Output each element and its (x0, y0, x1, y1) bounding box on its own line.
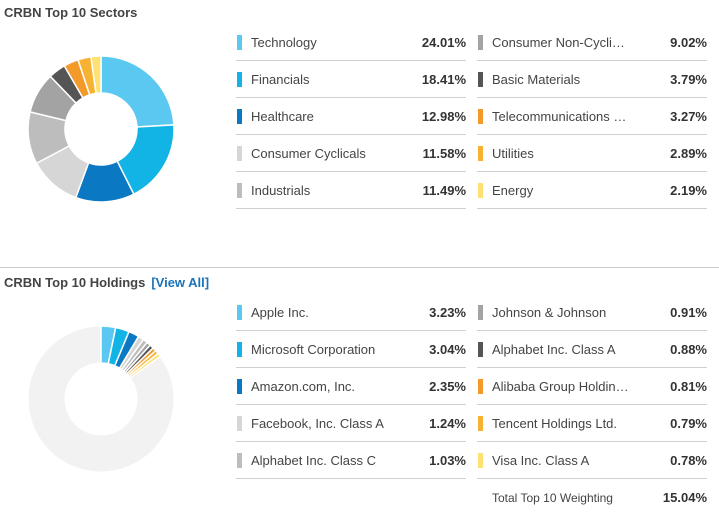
legend-swatch-icon (478, 71, 483, 87)
sectors-list-left: Technology 24.01% Financials 18.41% Healthca… (236, 24, 466, 209)
legend-swatch-icon (237, 452, 242, 468)
legend-swatch-icon (237, 341, 242, 357)
sector-percentage: 18.41% (421, 71, 466, 87)
legend-swatch-icon (478, 34, 483, 50)
total-weighting-label: Total Top 10 Weighting (492, 490, 613, 505)
legend-swatch-icon (237, 145, 242, 161)
sectors-title-text: CRBN Top 10 Sectors (4, 5, 138, 20)
legend-swatch-icon (478, 415, 483, 431)
holdings-donut-chart (28, 326, 174, 472)
sector-row-industrials: Industrials 11.49% (236, 172, 466, 209)
holding-row-facebook-inc-class-a: Facebook, Inc. Class A 1.24% (236, 405, 466, 442)
donut-slice-energy (90, 56, 102, 95)
section-divider (0, 267, 719, 268)
holdings-list-left: Apple Inc. 3.23% Microsoft Corporation 3.04… (236, 294, 466, 479)
sector-percentage: 9.02% (670, 34, 707, 50)
legend-swatch-icon (478, 304, 483, 320)
view-all-link[interactable]: [View All] (151, 275, 210, 290)
holding-percentage: 3.23% (429, 304, 466, 320)
holding-label: Visa Inc. Class A (492, 452, 590, 468)
holding-percentage: 2.35% (429, 378, 466, 394)
holding-row-amazon-com-inc: Amazon.com, Inc. 2.35% (236, 368, 466, 405)
sector-label: Consumer Non-Cycli… (492, 34, 625, 50)
legend-swatch-icon (478, 378, 483, 394)
legend-swatch-icon (237, 182, 242, 198)
sector-row-telecommunications: Telecommunications … 3.27% (477, 98, 707, 135)
holding-row-visa-inc-class-a: Visa Inc. Class A 0.78% (477, 442, 707, 479)
sector-label: Healthcare (251, 108, 314, 124)
holdings-title-text: CRBN Top 10 Holdings (4, 275, 146, 290)
holding-percentage: 0.91% (670, 304, 707, 320)
legend-swatch-icon (237, 108, 242, 124)
holding-label: Alibaba Group Holdin… (492, 378, 629, 394)
sector-label: Energy (492, 182, 534, 198)
holding-percentage: 0.81% (670, 378, 707, 394)
holding-row-johnson-johnson: Johnson & Johnson 0.91% (477, 294, 707, 331)
donut-slice-visa-inc-class-a (128, 352, 162, 379)
holding-row-tencent-holdings-ltd: Tencent Holdings Ltd. 0.79% (477, 405, 707, 442)
sector-row-energy: Energy 2.19% (477, 172, 707, 209)
sector-row-utilities: Utilities 2.89% (477, 135, 707, 172)
holding-percentage: 3.04% (429, 341, 466, 357)
sector-row-technology: Technology 24.01% (236, 24, 466, 61)
holding-row-alphabet-inc-class-c: Alphabet Inc. Class C 1.03% (236, 442, 466, 479)
legend-swatch-icon (237, 378, 242, 394)
legend-swatch-icon (478, 182, 483, 198)
donut-slice-technology (100, 56, 174, 128)
holding-label: Alphabet Inc. Class C (251, 452, 377, 468)
legend-swatch-icon (237, 71, 242, 87)
sector-percentage: 3.27% (670, 108, 707, 124)
holding-percentage: 0.78% (670, 452, 707, 468)
sector-row-consumer-cyclicals: Consumer Cyclicals 11.58% (236, 135, 466, 172)
holding-label: Tencent Holdings Ltd. (492, 415, 618, 431)
sector-label: Technology (251, 34, 317, 50)
sector-percentage: 3.79% (670, 71, 707, 87)
legend-swatch-icon (237, 34, 242, 50)
sector-percentage: 11.49% (422, 182, 466, 198)
legend-swatch-icon (478, 145, 483, 161)
sectors-title: CRBN Top 10 Sectors (4, 5, 137, 20)
holding-row-microsoft-corporation: Microsoft Corporation 3.04% (236, 331, 466, 368)
holding-percentage: 1.24% (429, 415, 466, 431)
sector-label: Utilities (492, 145, 534, 161)
holding-percentage: 0.79% (670, 415, 707, 431)
sectors-list-right: Consumer Non-Cycli… 9.02% Basic Materials 3… (477, 24, 707, 209)
holding-row-alphabet-inc-class-a: Alphabet Inc. Class A 0.88% (477, 331, 707, 368)
sector-label: Basic Materials (492, 71, 581, 87)
holding-row-apple-inc: Apple Inc. 3.23% (236, 294, 466, 331)
legend-swatch-icon (478, 341, 483, 357)
holding-label: Microsoft Corporation (251, 341, 376, 357)
sector-percentage: 2.89% (670, 145, 707, 161)
donut-slice-remainder (28, 326, 174, 472)
sector-percentage: 12.98% (421, 108, 466, 124)
total-weighting-value: 15.04% (662, 490, 707, 505)
holding-label: Alphabet Inc. Class A (492, 341, 616, 357)
sector-row-basic-materials: Basic Materials 3.79% (477, 61, 707, 98)
sector-row-financials: Financials 18.41% (236, 61, 466, 98)
holding-row-alibaba-group-holdin: Alibaba Group Holdin… 0.81% (477, 368, 707, 405)
legend-swatch-icon (478, 452, 483, 468)
holding-label: Facebook, Inc. Class A (251, 415, 384, 431)
holding-label: Amazon.com, Inc. (251, 378, 356, 394)
sector-row-healthcare: Healthcare 12.98% (236, 98, 466, 135)
legend-swatch-icon (478, 108, 483, 124)
holdings-list-right: Johnson & Johnson 0.91% Alphabet Inc. Clas… (477, 294, 707, 516)
legend-swatch-icon (237, 304, 242, 320)
sector-row-consumer-non-cycli: Consumer Non-Cycli… 9.02% (477, 24, 707, 61)
sector-label: Industrials (251, 182, 311, 198)
holding-label: Apple Inc. (251, 304, 309, 320)
sector-label: Consumer Cyclicals (251, 145, 366, 161)
sector-percentage: 2.19% (670, 182, 707, 198)
holding-percentage: 1.03% (429, 452, 466, 468)
legend-swatch-icon (237, 415, 242, 431)
total-weighting-row: Total Top 10 Weighting 15.04% (477, 479, 707, 516)
sector-percentage: 24.01% (421, 34, 466, 50)
holding-label: Johnson & Johnson (492, 304, 607, 320)
sector-label: Financials (251, 71, 310, 87)
sector-label: Telecommunications … (492, 108, 627, 124)
sectors-donut-chart (28, 56, 174, 202)
holding-percentage: 0.88% (670, 341, 707, 357)
holdings-title: CRBN Top 10 Holdings [View All] (4, 275, 209, 290)
sector-percentage: 11.58% (422, 145, 466, 161)
